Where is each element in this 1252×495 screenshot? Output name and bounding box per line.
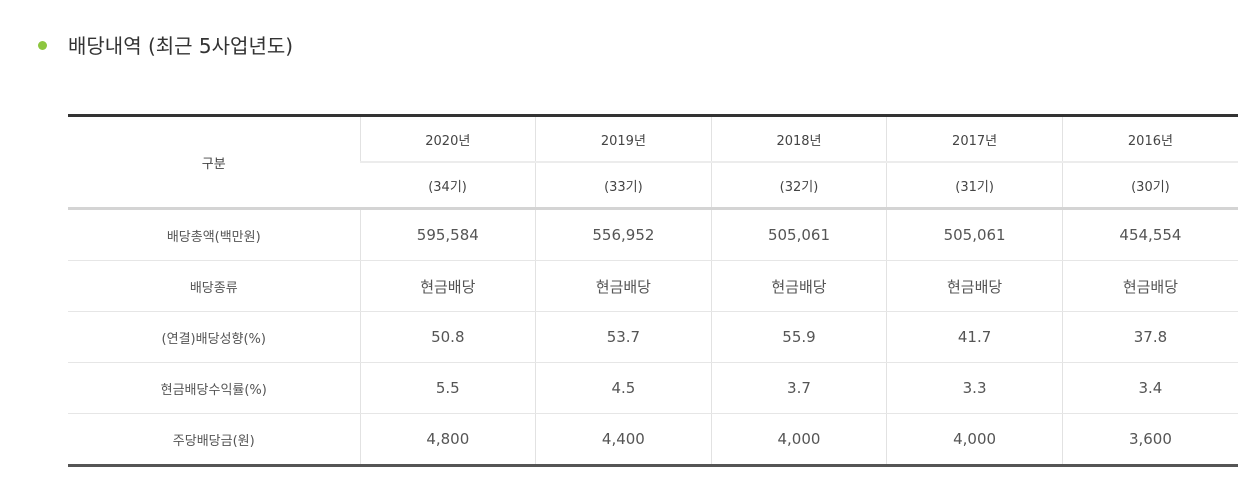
- cell: 4.5: [535, 362, 712, 414]
- corner-header: 구분: [68, 115, 360, 210]
- row-label: 현금배당수익률(%): [68, 362, 360, 414]
- cell: 37.8: [1061, 311, 1238, 363]
- year-header: 2018년: [710, 115, 887, 163]
- cell: 556,952: [535, 208, 712, 261]
- year-header: 2019년: [535, 115, 712, 163]
- cell: 현금배당: [886, 260, 1063, 312]
- table-row: 현금배당수익률(%) 5.5 4.5 3.7 3.3 3.4: [68, 362, 1238, 414]
- cell: 454,554: [1061, 208, 1238, 261]
- period-header: (32기): [710, 162, 887, 210]
- cell: 3.4: [1061, 362, 1238, 414]
- row-label: 배당총액(백만원): [68, 208, 360, 261]
- cell: 50.8: [359, 311, 536, 363]
- cell: 41.7: [886, 311, 1063, 363]
- period-header: (33기): [535, 162, 712, 210]
- cell: 595,584: [359, 208, 536, 261]
- cell: 55.9: [710, 311, 887, 363]
- cell: 4,000: [710, 413, 887, 466]
- period-header: (34기): [360, 162, 536, 210]
- year-header: 2016년: [1061, 115, 1238, 163]
- section-title: 배당내역 (최근 5사업년도): [68, 34, 294, 58]
- cell: 현금배당: [1061, 260, 1238, 312]
- cell: 505,061: [886, 208, 1063, 261]
- cell: 현금배당: [535, 260, 712, 312]
- cell: 3,600: [1061, 413, 1238, 466]
- period-header: (31기): [886, 162, 1063, 210]
- year-header: 2017년: [886, 115, 1063, 163]
- cell: 3.3: [886, 362, 1063, 414]
- cell: 3.7: [710, 362, 887, 414]
- row-label: (연결)배당성향(%): [68, 311, 360, 363]
- cell: 4,400: [535, 413, 712, 466]
- cell: 5.5: [359, 362, 536, 414]
- cell: 53.7: [535, 311, 712, 363]
- bullet: [38, 41, 47, 50]
- row-label: 주당배당금(원): [172, 433, 255, 449]
- dividend-table: 구분 2020년 2019년 2018년 2017년 2016년 (34기) (33기) (3…: [68, 114, 1238, 467]
- cell: 4,800: [359, 413, 536, 466]
- cell: 현금배당: [359, 260, 536, 312]
- cell: 4,000: [886, 413, 1063, 466]
- row-label: 배당종류: [68, 260, 360, 312]
- cell: 505,061: [710, 208, 887, 261]
- table-row: (연결)배당성향(%) 50.8 53.7 55.9 41.7 37.8: [68, 311, 1238, 363]
- period-header: (30기): [1061, 162, 1238, 210]
- table-row: 배당총액(백만원) 595,584 556,952 505,061 505,061 454…: [68, 208, 1238, 261]
- table-row: 주당배당금(원) 4,800 4,400 4,000 4,000 3,600: [68, 413, 1238, 466]
- cell: 현금배당: [710, 260, 887, 312]
- year-header: 2020년: [359, 115, 536, 163]
- table-row: 배당종류 현금배당 현금배당 현금배당 현금배당 현금배당: [68, 260, 1238, 312]
